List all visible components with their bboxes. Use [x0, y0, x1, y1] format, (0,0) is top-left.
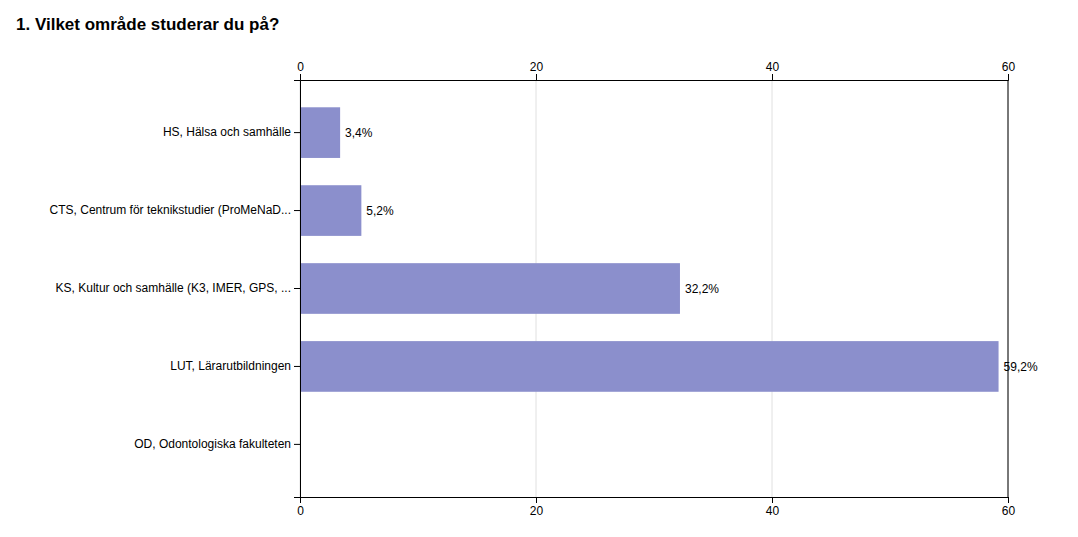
tick: HS, Hälsa och samhälle — [163, 125, 300, 139]
tick: 40 — [766, 497, 780, 518]
tick-mark — [772, 74, 773, 80]
bar — [300, 341, 999, 392]
tick: 0 — [297, 60, 304, 80]
tick-mark — [772, 497, 773, 503]
tick-mark — [294, 210, 300, 211]
frame-line — [1008, 80, 1009, 497]
tick-mark — [300, 74, 301, 80]
title: 1. Vilket område studerar du på? — [16, 15, 279, 34]
tick-label: 40 — [766, 504, 780, 518]
tick: 60 — [1002, 60, 1016, 80]
tick-label: 20 — [530, 504, 544, 518]
tick-label: LUT, Lärarutbildningen — [170, 359, 291, 373]
data-label: 59,2% — [1004, 360, 1038, 374]
tick: 40 — [766, 60, 780, 80]
tick-mark — [536, 74, 537, 80]
tick: 20 — [530, 60, 544, 80]
tick-label: OD, Odontologiska fakulteten — [134, 437, 291, 451]
tick: CTS, Centrum för teknikstudier (ProMeNaD… — [50, 203, 300, 217]
tick-mark — [1008, 497, 1009, 503]
tick: LUT, Lärarutbildningen — [170, 359, 300, 373]
tick-label: 40 — [766, 60, 780, 74]
tick-mark — [1008, 74, 1009, 80]
bar — [300, 185, 361, 236]
tick-label: 0 — [297, 504, 304, 518]
tick-label: 0 — [297, 60, 304, 74]
plot: 0 20 40 60 0 20 40 60 OD, Odontologiska fakultet… — [50, 60, 1038, 518]
tick: 60 — [1002, 497, 1016, 518]
tick-mark — [536, 497, 537, 503]
tick: KS, Kultur och samhälle (K3, IMER, GPS, … — [56, 281, 300, 295]
tick: 0 — [297, 497, 304, 518]
tick-label: 20 — [530, 60, 544, 74]
bar — [300, 263, 680, 314]
y-axis: OD, Odontologiska fakulteten LUT, Lärarut… — [50, 81, 301, 498]
data-label: 5,2% — [366, 204, 394, 218]
tick-label: CTS, Centrum för teknikstudier (ProMeNaD… — [50, 203, 291, 217]
tick-mark — [294, 132, 300, 133]
grid — [300, 80, 1008, 497]
grid-line — [1008, 80, 1009, 497]
x-axis: 0 20 40 60 — [297, 497, 1015, 518]
grid-line — [772, 80, 773, 497]
data-label: 3,4% — [345, 126, 373, 140]
bars — [300, 107, 999, 391]
tick-label: 60 — [1002, 504, 1016, 518]
tick-label: KS, Kultur och samhälle (K3, IMER, GPS, … — [56, 281, 291, 295]
axis-line — [294, 81, 301, 498]
tick: 20 — [530, 497, 544, 518]
bar — [300, 107, 340, 158]
x-axis-top: 0 20 40 60 — [297, 60, 1015, 81]
tick-label: 60 — [1002, 60, 1016, 74]
data-labels: 59,2% 32,2% 5,2% 3,4% — [345, 126, 1038, 374]
tick-mark — [294, 288, 300, 289]
axis-line — [301, 74, 1009, 81]
tick-mark — [294, 366, 300, 367]
tick: OD, Odontologiska fakulteten — [134, 437, 300, 451]
axis-line — [301, 498, 1009, 504]
tick-label: HS, Hälsa och samhälle — [163, 125, 291, 139]
tick-mark — [294, 444, 300, 445]
chart: 1. Vilket område studerar du på?02040600… — [0, 0, 1078, 537]
data-label: 32,2% — [685, 282, 719, 296]
